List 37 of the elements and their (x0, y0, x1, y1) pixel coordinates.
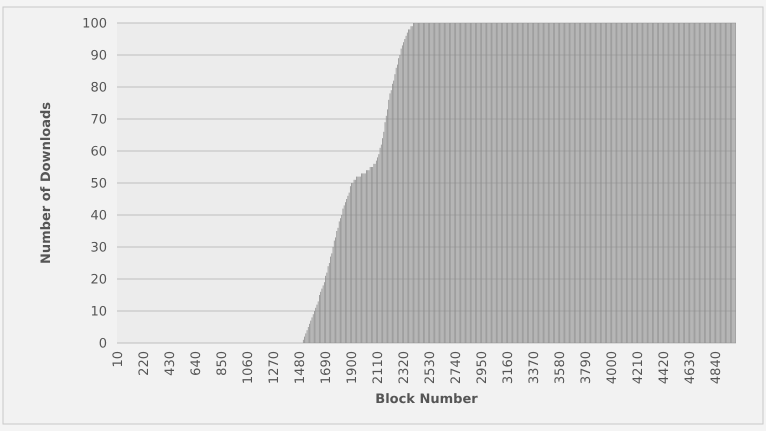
x-tick-label: 3370 (527, 351, 542, 384)
y-tick-label: 100 (82, 16, 107, 32)
x-tick-label: 4630 (683, 351, 698, 384)
y-tick-label: 40 (90, 208, 107, 224)
x-tick-label: 3790 (579, 351, 594, 384)
x-axis-title: Block Number (375, 392, 478, 407)
x-tick-label: 4000 (605, 351, 620, 384)
y-tick-label: 50 (90, 176, 107, 192)
y-tick-label: 0 (98, 336, 107, 352)
x-tick-label: 1480 (293, 351, 308, 384)
y-tick-label: 70 (90, 112, 107, 128)
x-tick-label: 4420 (657, 351, 672, 384)
x-tick-label: 1900 (345, 351, 360, 384)
x-tick-label: 3580 (553, 351, 568, 384)
x-tick-label: 2530 (423, 351, 438, 384)
x-tick-label: 640 (189, 351, 204, 376)
y-tick-label: 30 (90, 240, 107, 256)
x-tick-label: 3160 (501, 351, 516, 384)
x-tick-label: 1690 (319, 351, 334, 384)
x-tick-label: 850 (215, 351, 230, 376)
x-tick-label: 1270 (267, 351, 282, 384)
x-tick-label: 4210 (631, 351, 646, 384)
y-tick-label: 90 (90, 48, 107, 64)
x-tick-label: 2950 (475, 351, 490, 384)
x-tick-label: 4840 (709, 351, 724, 384)
x-tick-label: 2110 (371, 351, 386, 384)
x-tick-label: 10 (111, 351, 126, 368)
x-tick-label: 430 (163, 351, 178, 376)
y-tick-label: 20 (90, 272, 107, 288)
x-tick-label: 220 (137, 351, 152, 376)
y-tick-label: 80 (90, 80, 107, 96)
y-tick-label: 10 (90, 304, 107, 320)
x-tick-label: 2740 (449, 351, 464, 384)
x-tick-label: 2320 (397, 351, 412, 384)
y-axis-title: Number of Downloads (39, 102, 54, 264)
x-tick-label: 1060 (241, 351, 256, 384)
y-tick-label: 60 (90, 144, 107, 160)
